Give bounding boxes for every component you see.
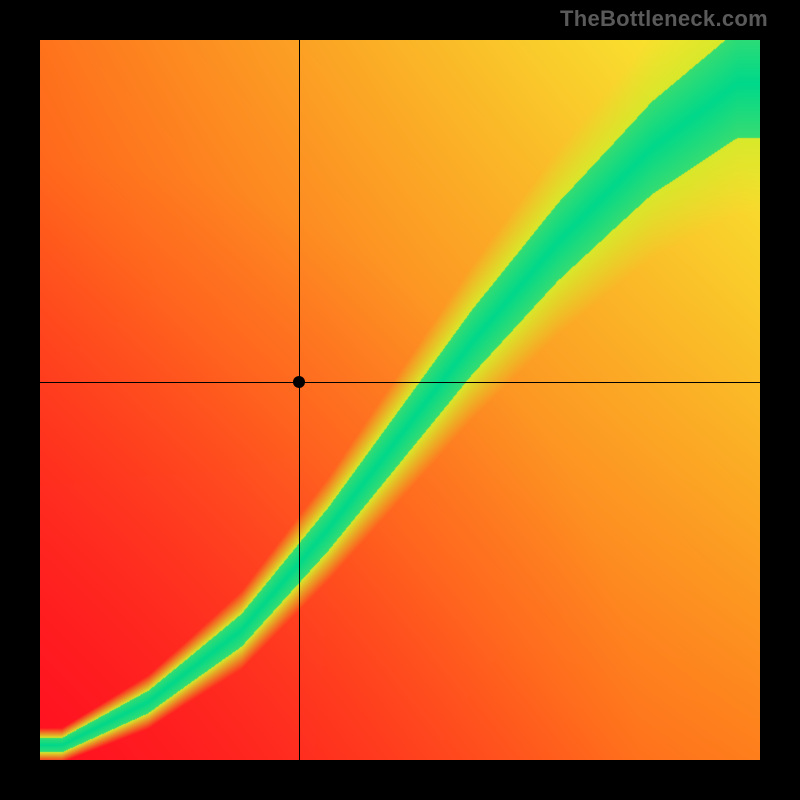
- crosshair-vertical: [299, 40, 300, 760]
- crosshair-horizontal: [40, 382, 760, 383]
- watermark-text: TheBottleneck.com: [560, 6, 768, 32]
- heatmap-plot: [40, 40, 760, 760]
- heatmap-canvas: [40, 40, 760, 760]
- crosshair-marker: [293, 376, 305, 388]
